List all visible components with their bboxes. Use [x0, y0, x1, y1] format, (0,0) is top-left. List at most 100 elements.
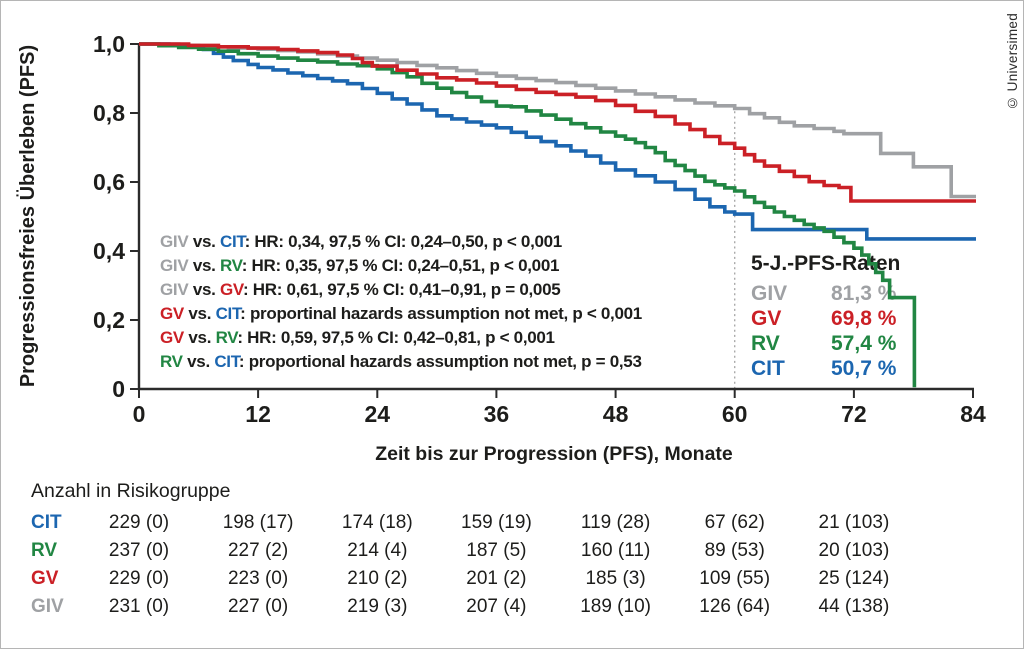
stat-text: : HR: 0,35, 97,5 % CI: 0,24–0,51, p < 0,… [241, 256, 560, 275]
legend-rate-value: 81,3 % [831, 282, 897, 305]
stat-group-GV: GV [160, 328, 184, 347]
risk-row-GV: GV 229 (0) 223 (0) 210 (2) 201 (2) 185 (3) 109… [31, 568, 1011, 596]
stat-group-RV: RV [160, 352, 183, 371]
x-tick-label: 12 [245, 401, 271, 427]
y-tick-label: 0 [112, 376, 125, 402]
legend-row-GV: GV 69,8 % [751, 306, 900, 331]
x-tick-label: 0 [133, 401, 146, 427]
x-tick-label: 72 [841, 401, 867, 427]
risk-table-rows: CIT 229 (0) 198 (17) 174 (18) 159 (19) 119 (2… [31, 512, 1011, 624]
legend-group-label: GIV [751, 282, 788, 305]
y-tick-label: 1,0 [93, 31, 125, 57]
stat-line: GIV vs. RV: HR: 0,35, 97,5 % CI: 0,24–0,… [160, 254, 642, 278]
risk-count: 210 (2) [347, 568, 408, 589]
five-year-pfs-legend: 5-J.-PFS-Raten GIV 81,3 % GV 69,8 % RV 57,4 %… [751, 252, 900, 381]
stat-line: GIV vs. GV: HR: 0,61, 97,5 % CI: 0,41–0,… [160, 278, 642, 302]
risk-count: 207 (4) [466, 596, 527, 617]
risk-row-label: CIT [31, 512, 62, 533]
risk-row-GIV: GIV 231 (0) 227 (0) 219 (3) 207 (4) 189 (10) 1… [31, 596, 1011, 624]
legend-row-GIV: GIV 81,3 % [751, 281, 900, 306]
risk-count: 229 (0) [108, 512, 170, 533]
risk-count: 227 (2) [227, 540, 289, 561]
risk-count: 223 (0) [227, 568, 289, 589]
y-tick-label: 0,2 [93, 307, 125, 333]
stat-line: RV vs. CIT: proportional hazards assumpt… [160, 350, 642, 374]
risk-count: 89 (53) [704, 540, 765, 561]
x-tick-label: 60 [722, 401, 748, 427]
risk-count: 198 (17) [222, 512, 294, 533]
stat-text: : proportinal hazards assumption not met… [240, 304, 642, 323]
legend-group-label: RV [751, 332, 780, 355]
risk-count: 67 (62) [704, 512, 765, 533]
stat-text: vs. [183, 328, 216, 347]
risk-row-label: GIV [31, 596, 64, 617]
stat-group-GV: GV [160, 304, 184, 323]
stat-group-RV: RV [219, 256, 242, 275]
risk-table: Anzahl in Risikogruppe CIT 229 (0) 198 (17… [31, 480, 1011, 624]
risk-count: 174 (18) [341, 512, 413, 533]
series-GIV-curve [139, 42, 976, 199]
series-CIT-curve [139, 42, 976, 241]
x-tick-label: 84 [960, 401, 986, 427]
copyright-label: © Universimed [1005, 13, 1020, 111]
series-GV-curve [139, 42, 976, 203]
stat-group-CIT: CIT [219, 232, 245, 251]
legend-rate-value: 57,4 % [831, 332, 897, 355]
x-tick-label: 36 [484, 401, 510, 427]
risk-count: 219 (3) [347, 596, 408, 617]
y-tick-label: 0,6 [93, 169, 125, 195]
stat-group-GIV: GIV [160, 280, 189, 299]
stats-annotations: GIV vs. CIT: HR: 0,34, 97,5 % CI: 0,24–0… [160, 230, 642, 374]
risk-row-CIT: CIT 229 (0) 198 (17) 174 (18) 159 (19) 119 (2… [31, 512, 1011, 540]
stat-group-RV: RV [215, 328, 238, 347]
risk-count: 185 (3) [585, 568, 646, 589]
risk-table-title: Anzahl in Risikogruppe [31, 480, 231, 502]
y-tick-label: 0,4 [93, 238, 125, 264]
stat-group-GIV: GIV [160, 232, 189, 251]
risk-count: 237 (0) [108, 540, 170, 561]
legend-group-label: GV [751, 307, 782, 330]
legend-row-CIT: CIT 50,7 % [751, 356, 900, 381]
risk-count: 187 (5) [466, 540, 527, 561]
risk-count: 126 (64) [699, 596, 771, 617]
risk-count: 201 (2) [466, 568, 527, 589]
stat-text: : HR: 0,34, 97,5 % CI: 0,24–0,50, p < 0,… [244, 232, 563, 251]
stat-group-CIT: CIT [215, 304, 241, 323]
risk-row-label: RV [31, 540, 58, 561]
legend-title: 5-J.-PFS-Raten [751, 252, 901, 275]
stat-text: : HR: 0,59, 97,5 % CI: 0,42–0,81, p < 0,… [237, 328, 555, 347]
legend-row-RV: RV 57,4 % [751, 331, 900, 356]
risk-count: 227 (0) [227, 596, 289, 617]
risk-count: 109 (55) [699, 568, 771, 589]
risk-row-label: GV [31, 568, 59, 589]
risk-count: 159 (19) [461, 512, 532, 533]
stat-text: : HR: 0,61, 97,5 % CI: 0,41–0,91, p = 0,… [243, 280, 561, 299]
stat-line: GIV vs. CIT: HR: 0,34, 97,5 % CI: 0,24–0… [160, 230, 642, 254]
stat-text: vs. [188, 232, 220, 251]
risk-count: 229 (0) [108, 568, 170, 589]
stat-text: vs. [182, 352, 215, 371]
stat-text: vs. [188, 280, 220, 299]
y-axis-title: Progressionsfreies Überleben (PFS) [17, 44, 39, 388]
risk-count: 189 (10) [580, 596, 651, 617]
risk-row-RV: RV 237 (0) 227 (2) 214 (4) 187 (5) 160 (11) 89… [31, 540, 1011, 568]
risk-count: 231 (0) [108, 596, 170, 617]
x-tick-label: 24 [365, 401, 391, 427]
legend-rows: GIV 81,3 % GV 69,8 % RV 57,4 % CIT 50,7 % [751, 281, 900, 381]
x-tick-label: 48 [603, 401, 629, 427]
stat-line: GV vs. CIT: proportinal hazards assumpti… [160, 302, 642, 326]
legend-group-label: CIT [751, 357, 785, 380]
legend-rate-value: 69,8 % [831, 307, 897, 330]
risk-count: 214 (4) [347, 540, 408, 561]
risk-count: 21 (103) [818, 512, 890, 533]
stat-group-CIT: CIT [214, 352, 239, 371]
x-axis-title: Zeit bis zur Progression (PFS), Monate [375, 443, 733, 465]
risk-count: 20 (103) [818, 540, 890, 561]
stat-text: vs. [188, 256, 220, 275]
risk-count: 44 (138) [818, 596, 890, 617]
legend-rate-value: 50,7 % [831, 357, 897, 380]
risk-count: 25 (124) [818, 568, 890, 589]
stat-line: GV vs. RV: HR: 0,59, 97,5 % CI: 0,42–0,8… [160, 326, 642, 350]
stat-text: vs. [183, 304, 216, 323]
